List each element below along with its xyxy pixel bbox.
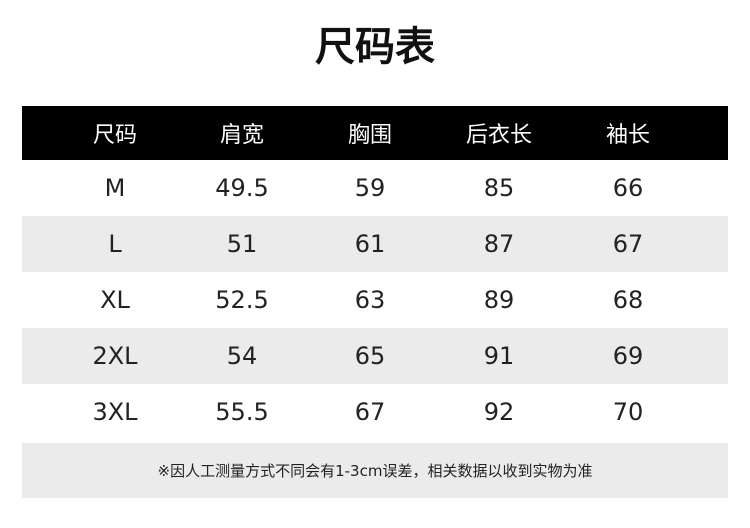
table-cell: 69 (612, 342, 644, 370)
size-table: 尺码 肩宽 胸围 后衣长 袖长 M 49.5 59 85 66 L 51 61 87 67 XL 52.5 63… (22, 106, 728, 440)
table-row: 3XL 55.5 67 92 70 (22, 384, 728, 440)
column-header: 胸围 (347, 123, 392, 148)
table-cell: M (104, 174, 126, 202)
table-cell: 54 (226, 342, 258, 370)
table-cell: 67 (354, 398, 386, 426)
table-cell: 63 (354, 286, 386, 314)
table-cell: XL (100, 286, 130, 314)
table-cell: 92 (483, 398, 515, 426)
table-cell: 85 (483, 174, 515, 202)
table-cell: 87 (483, 230, 515, 258)
table-cell: 67 (612, 230, 644, 258)
table-row: 2XL 54 65 91 69 (22, 328, 728, 384)
table-cell: 89 (483, 286, 515, 314)
column-header: 尺码 (92, 123, 137, 148)
measurement-note: ※因人工测量方式不同会有1-3cm误差，相关数据以收到实物为准 (22, 443, 728, 498)
table-cell: 52.5 (215, 286, 269, 314)
table-cell: 3XL (92, 398, 138, 426)
table-cell: 49.5 (215, 174, 269, 202)
table-cell: 68 (612, 286, 644, 314)
table-cell: L (108, 230, 122, 258)
table-cell: 66 (612, 174, 644, 202)
table-row: L 51 61 87 67 (22, 216, 728, 272)
page-title: 尺码表 (315, 24, 435, 70)
table-row: XL 52.5 63 89 68 (22, 272, 728, 328)
table-cell: 51 (226, 230, 258, 258)
column-header: 肩宽 (219, 123, 264, 148)
table-cell: 59 (354, 174, 386, 202)
table-cell: 61 (354, 230, 386, 258)
table-cell: 2XL (92, 342, 138, 370)
table-cell: 65 (354, 342, 386, 370)
column-header: 袖长 (605, 123, 650, 148)
table-row: M 49.5 59 85 66 (22, 160, 728, 216)
table-cell: 70 (612, 398, 644, 426)
table-cell: 55.5 (215, 398, 269, 426)
table-cell: 91 (483, 342, 515, 370)
table-header: 尺码 肩宽 胸围 后衣长 袖长 (22, 106, 728, 160)
column-header: 后衣长 (465, 123, 532, 148)
